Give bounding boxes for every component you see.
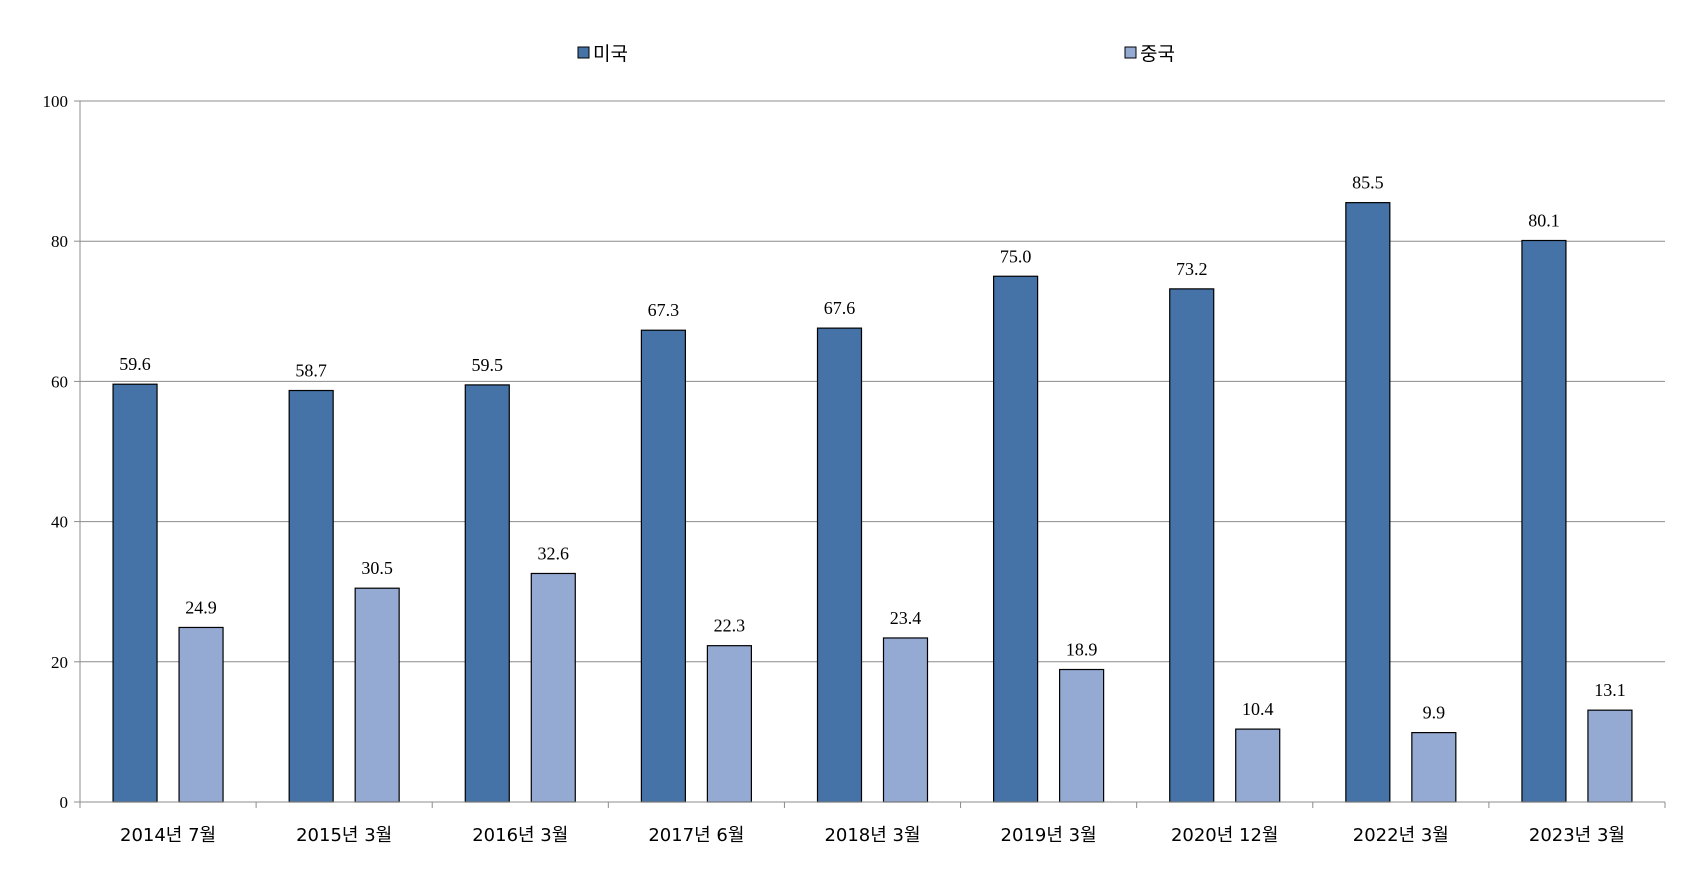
data-label: 10.4 (1242, 699, 1274, 719)
data-label: 13.1 (1594, 680, 1626, 700)
bar-series2 (1235, 728, 1281, 803)
bar-series1 (112, 383, 158, 803)
y-tick-label: 20 (51, 653, 68, 672)
data-label: 75.0 (1000, 246, 1032, 266)
gridlines (80, 100, 1665, 663)
x-tick-label: 2016년 3월 (472, 825, 568, 846)
data-label: 85.5 (1352, 173, 1384, 193)
data-label: 24.9 (185, 597, 217, 617)
data-label: 59.6 (119, 354, 151, 374)
data-label: 80.1 (1528, 210, 1560, 230)
data-label: 23.4 (890, 608, 922, 628)
data-label: 59.5 (472, 355, 504, 375)
data-label: 32.6 (538, 543, 570, 563)
legend-swatch (577, 46, 590, 59)
bar-series2 (1059, 668, 1105, 803)
bar-series2 (1587, 709, 1633, 803)
x-tick-label: 2023년 3월 (1529, 825, 1625, 846)
axes (79, 101, 1665, 803)
y-tick-label: 100 (43, 92, 69, 111)
data-label: 58.7 (295, 361, 327, 381)
bar-series2 (706, 645, 752, 803)
data-label: 73.2 (1176, 259, 1208, 279)
bar-series1 (1345, 202, 1391, 803)
bar-series1 (1169, 288, 1215, 803)
bar-series2 (882, 637, 929, 803)
y-tick-label: 40 (51, 513, 68, 532)
x-tick-label: 2018년 3월 (824, 825, 920, 846)
legend-label: 중국 (1140, 43, 1175, 65)
data-label: 67.3 (648, 300, 680, 320)
data-label: 9.9 (1423, 703, 1446, 723)
data-label: 67.6 (824, 298, 856, 318)
x-tick-label: 2017년 6월 (648, 825, 744, 846)
bar-series2 (354, 587, 400, 803)
bar-series1 (640, 329, 686, 803)
bars (112, 202, 1633, 803)
data-labels: 59.6 58.7 59.5 67.3 67.6 75.0 73.2 85.5 80.1 24.9… (119, 173, 1625, 723)
bar-series1 (288, 389, 334, 803)
x-tick-label: 2015년 3월 (296, 825, 392, 846)
x-tick-label: 2020년 12월 (1171, 825, 1279, 846)
legend-swatch (1124, 46, 1137, 59)
bar-series1 (816, 327, 863, 803)
y-tick-label: 60 (51, 372, 68, 391)
data-label: 30.5 (361, 558, 393, 578)
bar-series1 (464, 384, 510, 803)
y-axis-ticks: 0 20 40 60 80 100 (43, 92, 80, 812)
bar-series2 (1411, 732, 1457, 803)
x-axis-ticks: 2014년 7월 2015년 3월 2016년 3월 2017년 6월 2018년 3월… (79, 802, 1666, 846)
x-tick-label: 2019년 3월 (1001, 825, 1097, 846)
x-tick-label: 2022년 3월 (1353, 825, 1449, 846)
data-label: 18.9 (1066, 640, 1098, 660)
x-tick-label: 2014년 7월 (120, 825, 216, 846)
bar-series2 (530, 572, 576, 803)
y-tick-label: 80 (51, 232, 68, 251)
bar-series2 (178, 626, 224, 803)
data-label: 22.3 (714, 616, 746, 636)
y-tick-label: 0 (60, 793, 69, 812)
legend-label: 미국 (593, 43, 628, 65)
bar-series1 (1521, 239, 1567, 803)
legend: 미국 중국 (577, 43, 1175, 65)
bar-series1 (993, 275, 1039, 803)
